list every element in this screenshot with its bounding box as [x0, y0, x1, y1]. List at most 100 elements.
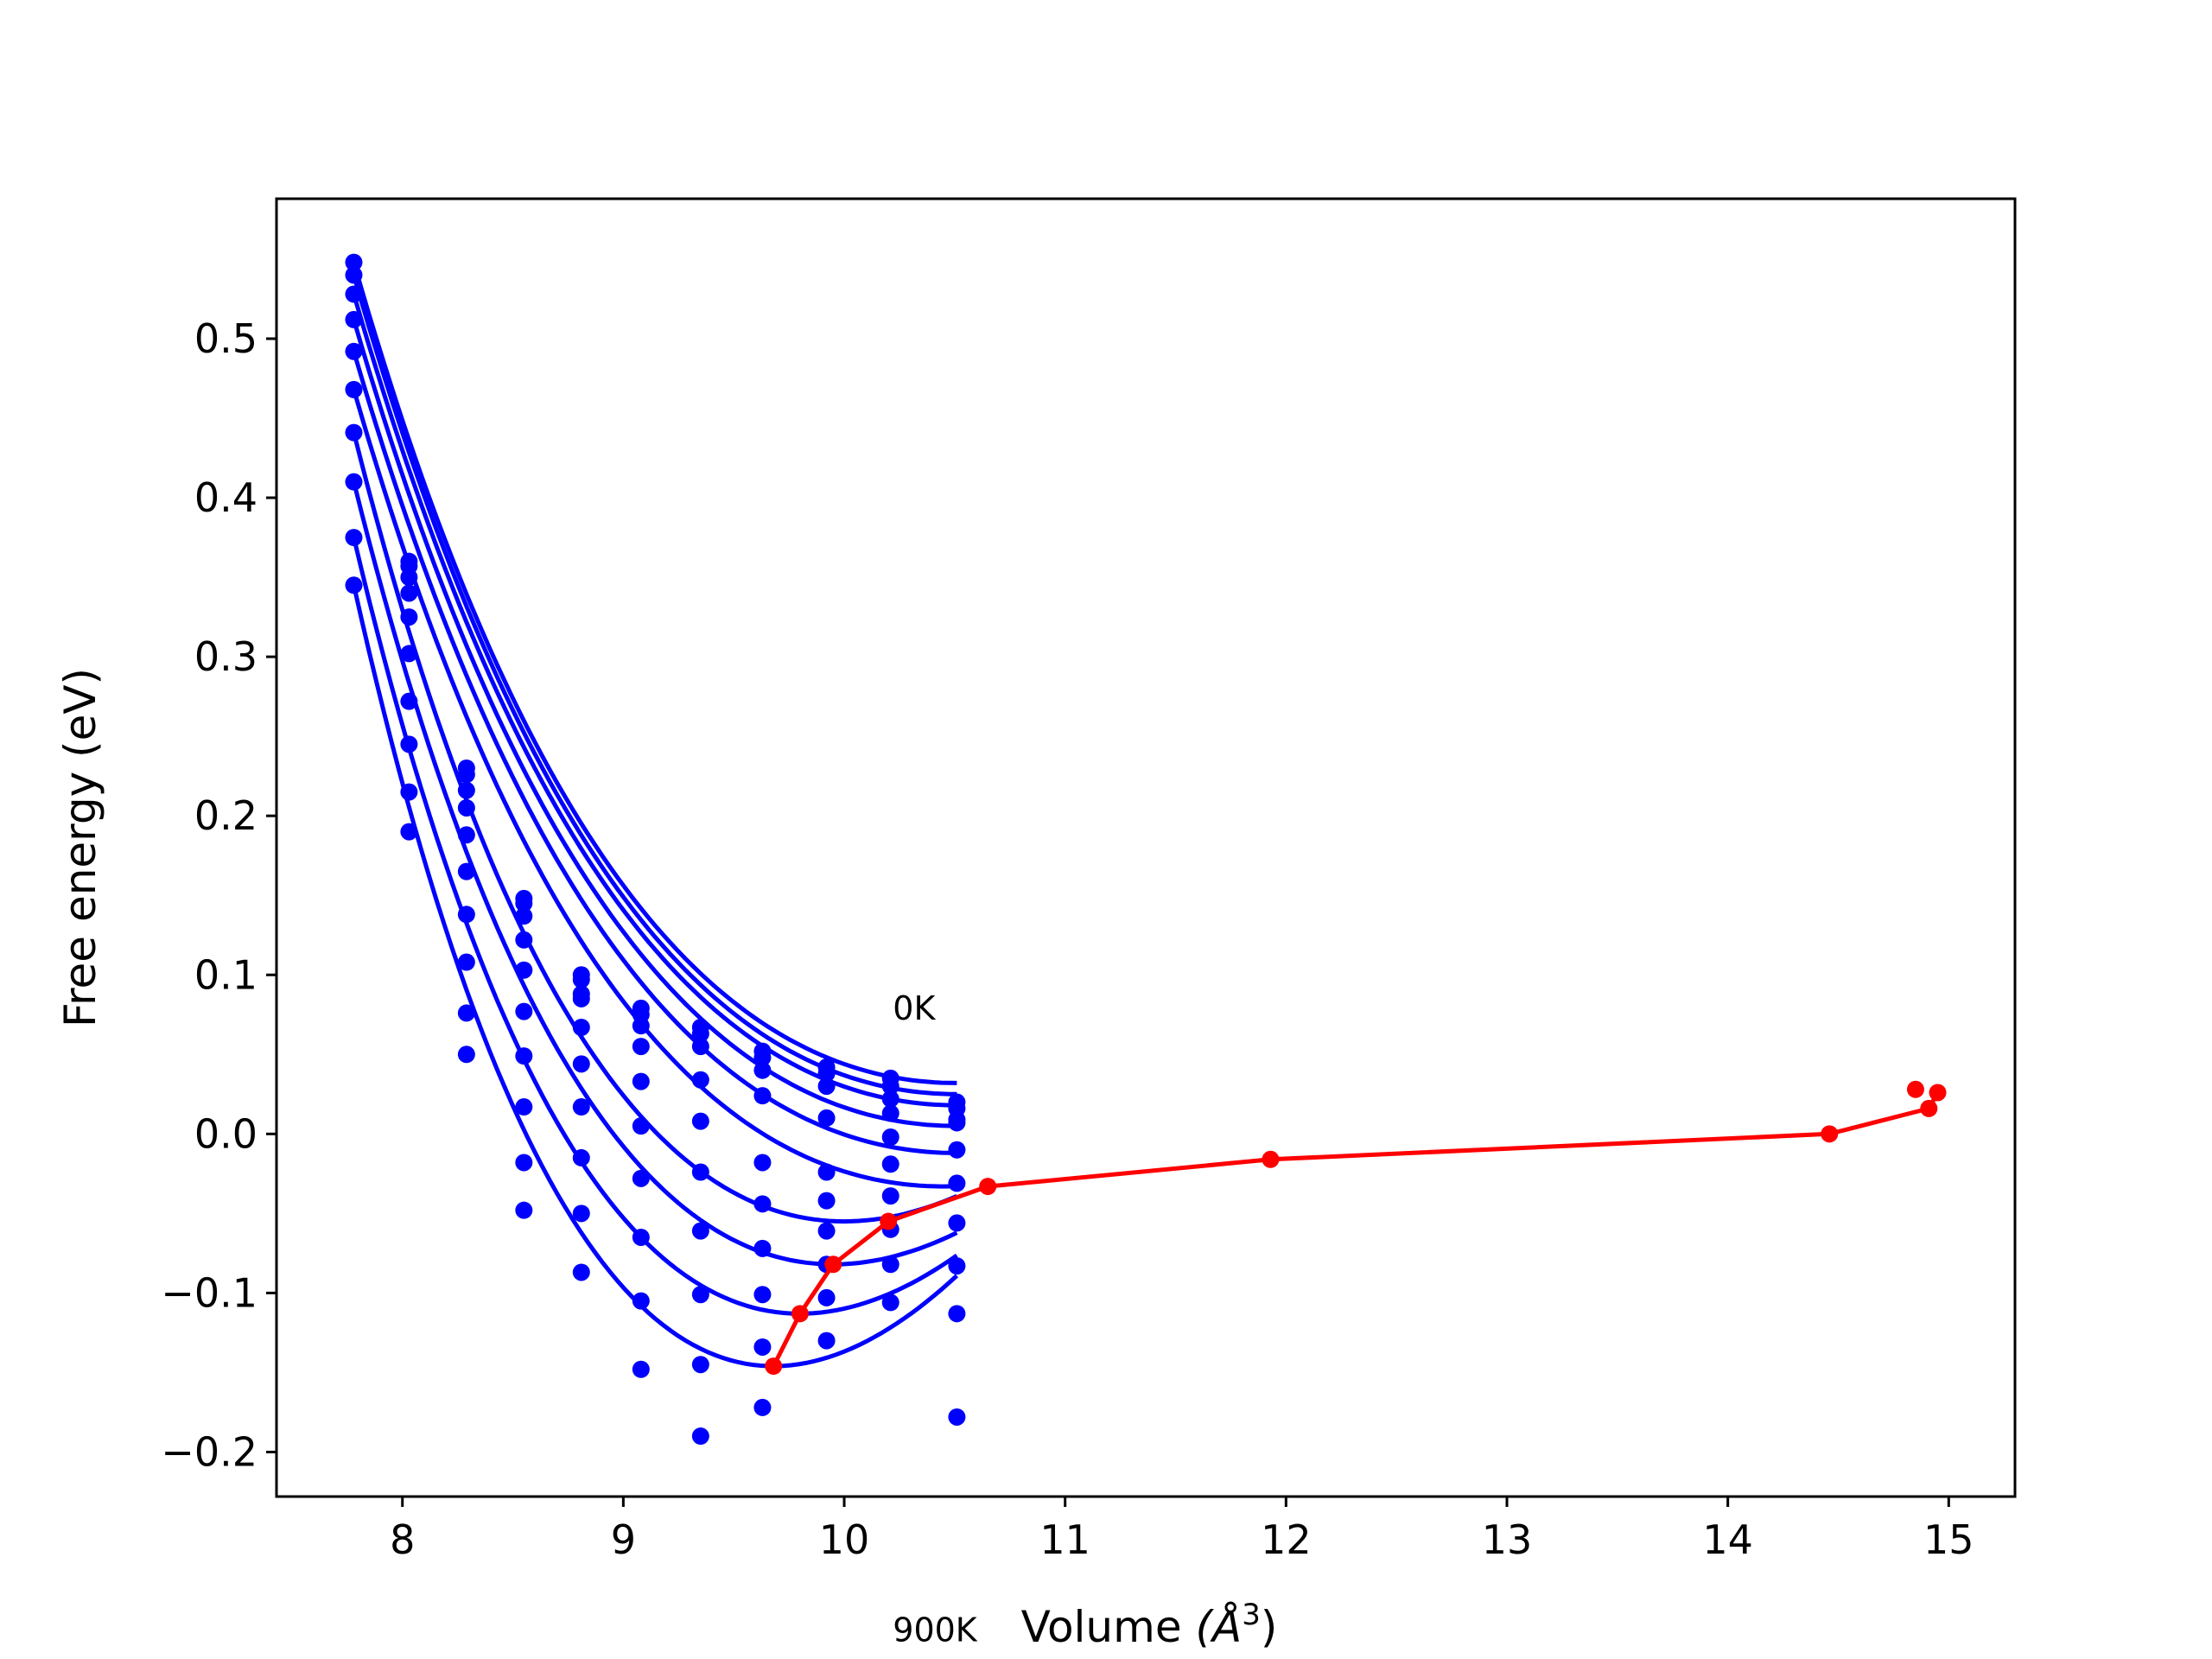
data-point [691, 1025, 709, 1043]
fit-curve-3 [352, 319, 957, 1128]
minimum-point [1929, 1084, 1947, 1102]
minimum-point [791, 1305, 809, 1323]
annotation-label: 900K [893, 1611, 978, 1649]
y-tick-label: 0.0 [194, 1110, 257, 1157]
data-point [753, 1061, 772, 1079]
minimum-point [1920, 1099, 1938, 1117]
data-point [691, 1163, 709, 1181]
data-point [457, 906, 475, 924]
data-point [457, 781, 475, 799]
data-point [753, 1338, 772, 1356]
data-point [345, 266, 363, 284]
data-point [515, 894, 533, 912]
data-point [515, 1002, 533, 1020]
data-point [400, 584, 418, 602]
y-axis-ticks: −0.2 −0.1 0.0 0.1 0.2 0.3 0.4 0.5 [161, 315, 276, 1475]
data-point [572, 1205, 590, 1223]
y-tick-label: −0.2 [161, 1428, 257, 1475]
x-axis-ticks: 8 9 10 11 12 13 14 15 [390, 1497, 1974, 1563]
minimum-point [880, 1212, 898, 1230]
data-point [515, 907, 533, 925]
data-point [753, 1048, 772, 1066]
data-point [400, 692, 418, 710]
minimum-point [979, 1178, 997, 1196]
data-point [817, 1163, 836, 1181]
fit-curve-8 [352, 537, 958, 1316]
data-point [632, 1038, 650, 1056]
data-point [632, 1228, 650, 1246]
data-point [632, 1360, 650, 1378]
data-point [572, 1055, 590, 1073]
y-axis-label: Free energy (eV) [55, 668, 105, 1027]
data-point [881, 1104, 899, 1122]
x-tick-label: 13 [1482, 1516, 1533, 1563]
fit-curve-7 [352, 480, 958, 1267]
data-point [572, 1263, 590, 1281]
data-point [753, 1087, 772, 1105]
data-point [457, 862, 475, 880]
data-point [753, 1195, 772, 1213]
data-point [457, 766, 475, 784]
y-tick-label: 0.3 [194, 633, 257, 680]
data-point [632, 1169, 650, 1187]
fit-curve-1 [352, 274, 957, 1096]
data-point [400, 735, 418, 753]
data-point [572, 1098, 590, 1116]
data-point [691, 1222, 709, 1240]
data-point [817, 1332, 836, 1350]
data-point [345, 342, 363, 360]
data-point [572, 970, 590, 988]
data-point [515, 1154, 533, 1172]
minimum-point [1906, 1080, 1924, 1098]
data-point [572, 989, 590, 1007]
data-point [515, 961, 533, 979]
data-point [400, 569, 418, 587]
data-point [345, 253, 363, 271]
fit-curve-6 [352, 431, 958, 1224]
data-point [881, 1294, 899, 1312]
data-point [691, 1038, 709, 1056]
data-point [691, 1286, 709, 1304]
data-point [691, 1112, 709, 1130]
data-point [691, 1071, 709, 1089]
x-tick-label: 15 [1923, 1516, 1974, 1563]
data-point [515, 1098, 533, 1116]
data-point [400, 783, 418, 801]
data-point [400, 645, 418, 663]
data-point [457, 798, 475, 817]
data-point [572, 1148, 590, 1166]
data-point [400, 823, 418, 841]
data-point [817, 1077, 836, 1096]
data-point [817, 1192, 836, 1210]
fit-curve-9 [352, 584, 959, 1369]
data-point [345, 310, 363, 328]
data-point [632, 1117, 650, 1135]
data-point [691, 1356, 709, 1374]
data-point [817, 1109, 836, 1127]
data-point [881, 1255, 899, 1274]
fit-curve-5 [352, 389, 957, 1189]
data-point [345, 423, 363, 442]
data-point [632, 1017, 650, 1035]
y-tick-label: −0.1 [161, 1269, 257, 1316]
fit-curve-4 [352, 350, 957, 1155]
data-point [572, 1018, 590, 1036]
x-axis-label-name: Volume [1021, 1602, 1182, 1652]
data-point [345, 576, 363, 594]
fit-curve-2 [352, 293, 957, 1108]
annotation-label: 0K [893, 989, 936, 1027]
data-point [753, 1154, 772, 1172]
y-tick-label: 0.5 [194, 315, 257, 362]
data-point [881, 1187, 899, 1205]
data-point [457, 953, 475, 971]
data-point [881, 1128, 899, 1147]
data-point [632, 1292, 650, 1310]
y-tick-label: 0.1 [194, 951, 257, 998]
x-tick-label: 12 [1261, 1516, 1312, 1563]
data-point [632, 1072, 650, 1090]
data-point [691, 1427, 709, 1446]
data-point [753, 1398, 772, 1416]
x-tick-label: 10 [819, 1516, 870, 1563]
